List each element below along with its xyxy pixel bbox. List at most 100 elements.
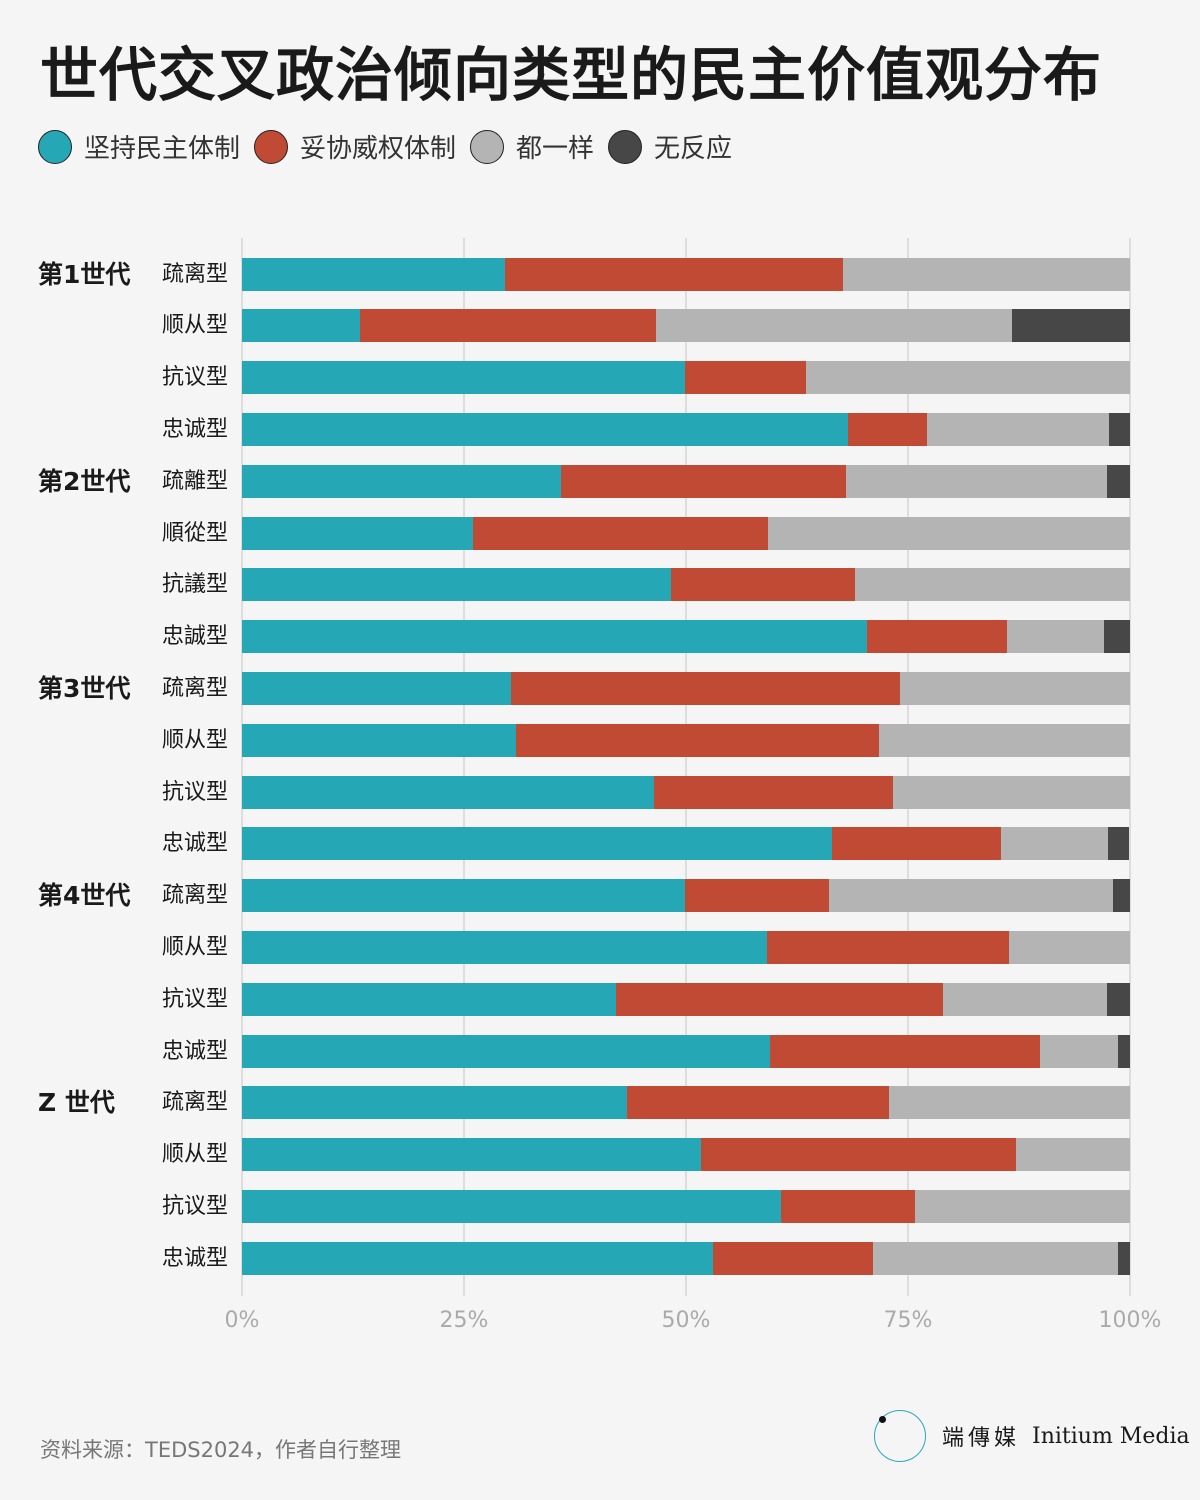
bar-segment-same xyxy=(1007,620,1105,654)
bar-segment-democracy xyxy=(242,1086,628,1120)
bar-segment-same xyxy=(892,775,1130,809)
bar-segment-authoritarian xyxy=(654,775,893,809)
bar-segment-same xyxy=(767,516,1130,550)
bar-row xyxy=(242,1034,1130,1068)
x-tick-label: 75% xyxy=(883,1308,933,1333)
category-label: 疏離型 xyxy=(161,468,228,494)
bar-row xyxy=(242,361,1130,395)
category-label: 順從型 xyxy=(161,520,228,546)
bar-segment-same xyxy=(942,982,1107,1016)
initium-logo: 端傳媒 Initium Media xyxy=(874,1410,1190,1462)
bar-segment-no-response xyxy=(1117,1241,1130,1275)
bar-segment-same xyxy=(828,879,1114,913)
bar-row xyxy=(242,568,1130,602)
generation-label: 第2世代 xyxy=(38,466,131,496)
category-label: 顺从型 xyxy=(161,934,228,960)
bar-segment-authoritarian xyxy=(670,568,855,602)
bar-segment-democracy xyxy=(242,1138,702,1172)
bar-segment-same xyxy=(926,412,1109,446)
bar-segment-authoritarian xyxy=(504,257,844,291)
bar-segment-democracy xyxy=(242,671,512,705)
category-label: 疏离型 xyxy=(161,1090,228,1116)
gridline xyxy=(907,238,909,1296)
bar-segment-authoritarian xyxy=(769,1034,1040,1068)
bar-segment-democracy xyxy=(242,827,832,861)
bar-segment-same xyxy=(1016,1138,1130,1172)
category-label: 顺从型 xyxy=(161,727,228,753)
source-note: 资料来源：TEDS2024，作者自行整理 xyxy=(40,1438,402,1462)
bar-segment-no-response xyxy=(1106,464,1130,498)
bar-segment-authoritarian xyxy=(781,1189,916,1223)
bar-segment-authoritarian xyxy=(360,309,656,343)
bar-segment-democracy xyxy=(242,1034,770,1068)
legend-label: 妥协威权体制 xyxy=(300,134,457,164)
generation-label: Z 世代 xyxy=(38,1088,115,1118)
bar-segment-authoritarian xyxy=(766,930,1010,964)
generation-label: 第1世代 xyxy=(38,259,131,289)
bar-segment-democracy xyxy=(242,309,361,343)
bar-segment-no-response xyxy=(1107,827,1130,861)
bar-segment-authoritarian xyxy=(685,361,806,395)
bar-row xyxy=(242,827,1130,861)
legend-item-democracy: 坚持民主体制 xyxy=(38,128,240,165)
bar-segment-authoritarian xyxy=(615,982,943,1016)
legend-swatch xyxy=(470,129,505,164)
gridline xyxy=(463,238,465,1296)
bar-segment-authoritarian xyxy=(701,1138,1017,1172)
legend-label: 都一样 xyxy=(516,134,595,164)
legend: 坚持民主体制 妥协威权体制 都一样 无反应 xyxy=(38,128,746,165)
legend-swatch xyxy=(608,129,643,164)
bar-segment-no-response xyxy=(1113,879,1130,913)
bar-segment-authoritarian xyxy=(627,1086,890,1120)
bar-row xyxy=(242,309,1130,343)
category-label: 顺从型 xyxy=(161,1142,228,1168)
category-label: 抗议型 xyxy=(161,1193,228,1219)
bar-segment-authoritarian xyxy=(511,671,900,705)
bar-row xyxy=(242,1241,1130,1275)
x-tick-label: 25% xyxy=(439,1308,489,1333)
plot-area xyxy=(241,238,1131,1296)
category-label: 抗议型 xyxy=(161,779,228,805)
bar-segment-authoritarian xyxy=(685,879,829,913)
bar-segment-same xyxy=(805,361,1130,395)
logo-text-cn: 端傳媒 xyxy=(942,1426,1021,1451)
bar-segment-democracy xyxy=(242,257,505,291)
legend-label: 坚持民主体制 xyxy=(84,134,241,164)
x-tick-label: 0% xyxy=(224,1308,260,1333)
bar-segment-democracy xyxy=(242,1241,713,1275)
category-label: 忠诚型 xyxy=(161,1038,228,1064)
category-label: 忠诚型 xyxy=(161,1245,228,1271)
bar-segment-same xyxy=(1039,1034,1118,1068)
legend-swatch xyxy=(38,129,72,164)
bar-segment-democracy xyxy=(242,464,561,498)
bar-row xyxy=(242,982,1130,1016)
bar-row xyxy=(242,257,1130,291)
bar-row xyxy=(242,1189,1130,1223)
bar-segment-same xyxy=(889,1086,1130,1120)
bar-segment-authoritarian xyxy=(847,412,927,446)
bar-segment-authoritarian xyxy=(831,827,1002,861)
bar-segment-democracy xyxy=(242,412,848,446)
category-label: 抗議型 xyxy=(161,572,228,598)
bar-segment-authoritarian xyxy=(867,620,1008,654)
bar-segment-no-response xyxy=(1106,982,1130,1016)
gridline xyxy=(685,238,687,1296)
bar-segment-same xyxy=(1001,827,1108,861)
bar-segment-authoritarian xyxy=(516,723,879,757)
bar-segment-same xyxy=(655,309,1012,343)
bar-row xyxy=(242,775,1130,809)
bar-segment-democracy xyxy=(242,1189,782,1223)
bar-row xyxy=(242,1086,1130,1120)
bar-row xyxy=(242,723,1130,757)
bar-segment-democracy xyxy=(242,361,686,395)
bar-row xyxy=(242,516,1130,550)
bar-segment-same xyxy=(854,568,1130,602)
bar-segment-same xyxy=(843,257,1130,291)
bar-segment-democracy xyxy=(242,775,655,809)
bar-row xyxy=(242,412,1130,446)
bar-segment-no-response xyxy=(1104,620,1130,654)
bar-row xyxy=(242,930,1130,964)
bar-segment-authoritarian xyxy=(712,1241,874,1275)
bar-row xyxy=(242,671,1130,705)
category-label: 疏离型 xyxy=(161,883,228,909)
